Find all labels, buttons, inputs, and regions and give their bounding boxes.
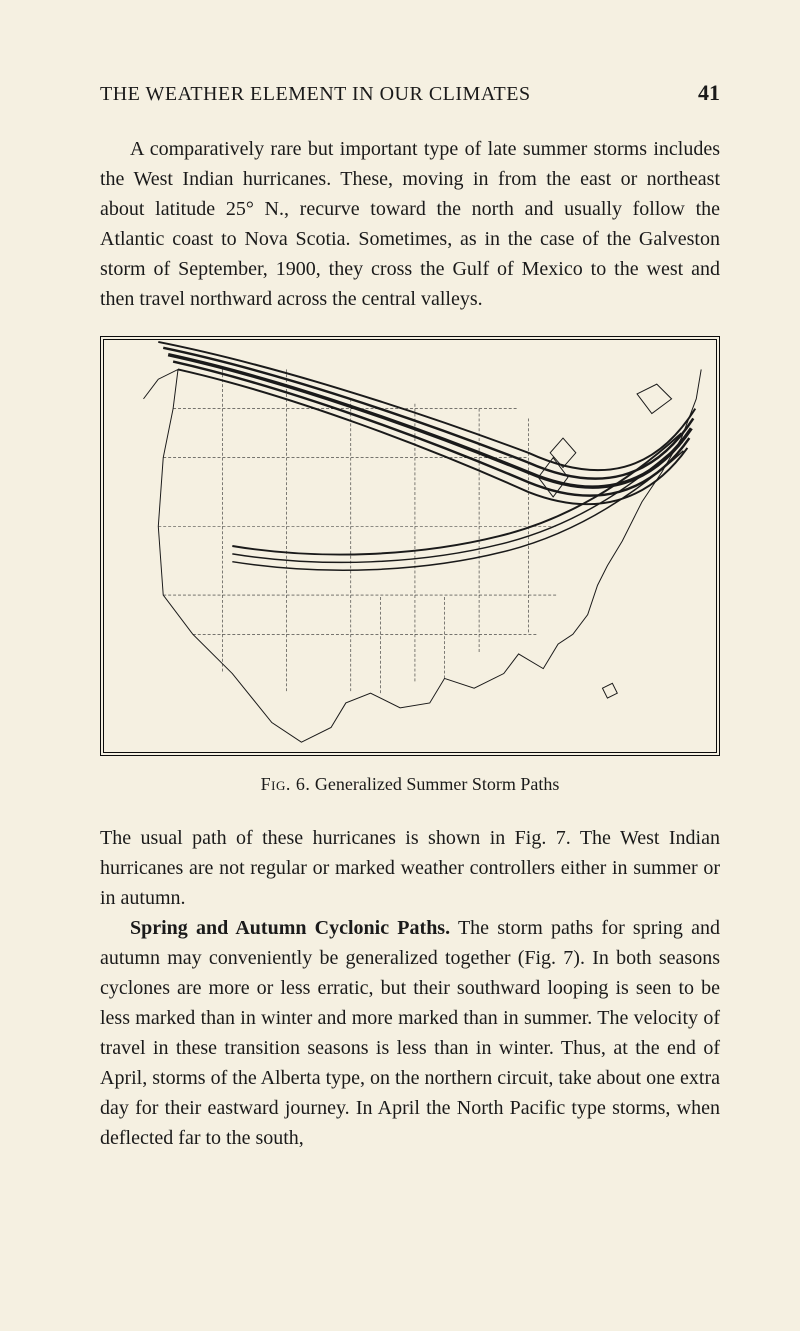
figure-label: Fig. 6. (261, 774, 311, 794)
storm-path (168, 355, 691, 487)
storm-path (173, 362, 689, 496)
figure-6: Fig. 6. Generalized Summer Storm Paths (100, 336, 720, 795)
paragraph-3-rest: The storm paths for spring and autumn ma… (100, 917, 720, 1149)
island (602, 683, 617, 698)
paragraph-3-lead: Spring and Autumn Cyclonic Paths. (130, 917, 450, 939)
storm-path (163, 348, 693, 479)
state-lines (158, 369, 558, 693)
body-text-block-1: A comparatively rare but important type … (100, 134, 720, 314)
body-text-block-2: The usual path of these hurricanes is sh… (100, 823, 720, 1153)
page: THE WEATHER ELEMENT IN OUR CLIMATES 41 A… (0, 0, 800, 1331)
running-title: THE WEATHER ELEMENT IN OUR CLIMATES (100, 83, 531, 106)
map-svg (104, 340, 716, 752)
figure-frame (100, 336, 720, 756)
storm-path-band (158, 342, 695, 570)
coast-outline (143, 369, 701, 742)
paragraph-1: A comparatively rare but important type … (100, 134, 720, 314)
storm-path (158, 342, 695, 470)
figure-caption: Fig. 6. Generalized Summer Storm Paths (100, 774, 720, 795)
paragraph-3: Spring and Autumn Cyclonic Paths. The st… (100, 913, 720, 1153)
paragraph-2: The usual path of these hurricanes is sh… (100, 823, 720, 913)
page-number: 41 (698, 80, 720, 106)
figure-caption-text: Generalized Summer Storm Paths (315, 774, 559, 794)
running-head: THE WEATHER ELEMENT IN OUR CLIMATES 41 (100, 80, 720, 106)
